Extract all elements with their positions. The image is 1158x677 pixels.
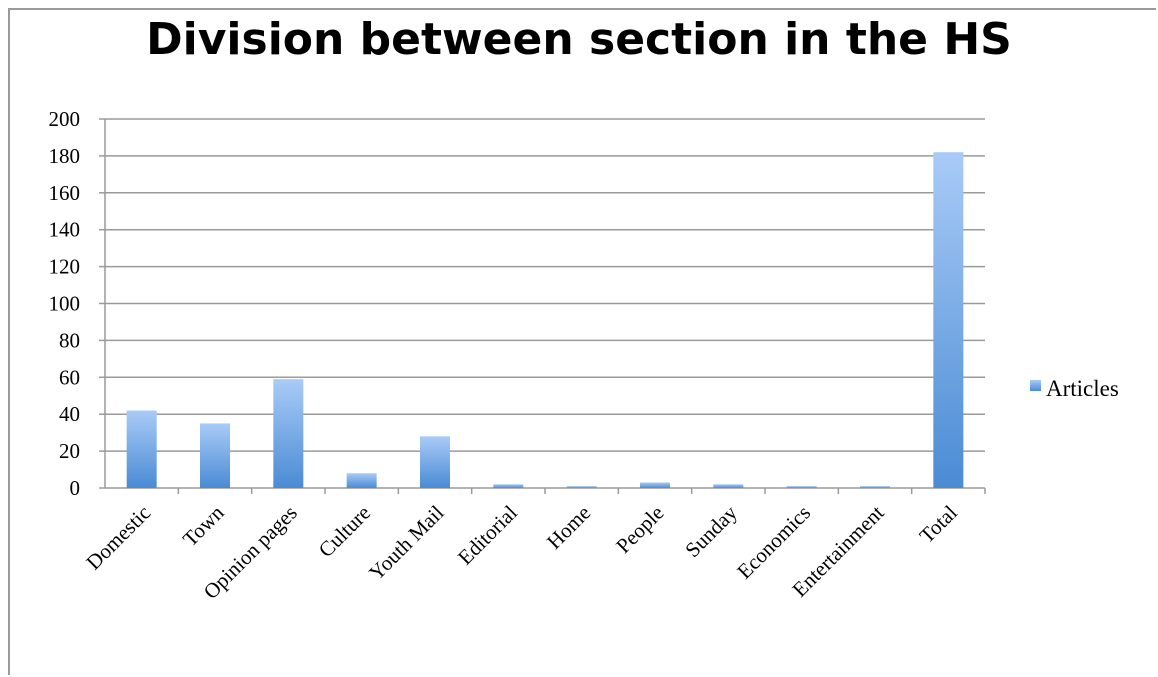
x-tick-label: Editorial xyxy=(453,500,522,569)
y-tick-label: 20 xyxy=(59,439,80,463)
legend-swatch xyxy=(1030,380,1041,391)
axes xyxy=(99,118,986,494)
y-tick-label: 120 xyxy=(49,255,81,279)
x-tick-label: Home xyxy=(542,501,595,554)
x-tick-label: Town xyxy=(178,500,229,551)
y-tick-label: 100 xyxy=(49,292,81,316)
y-tick-label: 180 xyxy=(49,144,81,168)
y-tick-label: 160 xyxy=(49,181,81,205)
y-tick-label: 0 xyxy=(70,476,81,500)
bar-youth-mail xyxy=(420,436,450,488)
bar-home xyxy=(566,486,597,488)
y-tick-label: 80 xyxy=(59,328,80,352)
gridlines xyxy=(105,118,985,452)
bar-culture xyxy=(346,473,377,488)
bar-total xyxy=(933,152,964,488)
bars xyxy=(126,152,964,488)
legend: Articles xyxy=(1030,376,1119,401)
legend-label: Articles xyxy=(1046,376,1119,401)
x-tick-label: People xyxy=(611,501,668,558)
x-tick-label: Domestic xyxy=(81,501,155,575)
x-tick-label: Total xyxy=(915,500,962,547)
x-tick-label: Youth Mail xyxy=(364,500,448,584)
y-tick-label: 60 xyxy=(59,365,80,389)
bar-economics xyxy=(786,486,817,488)
bar-sunday xyxy=(713,484,744,488)
y-tick-label: 200 xyxy=(49,107,81,131)
bar-editorial xyxy=(493,484,524,488)
bar-entertainment xyxy=(860,486,890,488)
bar-domestic xyxy=(126,410,157,488)
x-tick-label: Sunday xyxy=(680,500,742,562)
y-tick-label: 140 xyxy=(49,218,81,242)
bar-people xyxy=(640,482,670,488)
bar-town xyxy=(200,423,230,488)
x-tick-label: Culture xyxy=(314,501,376,563)
chart-title: Division between section in the HS xyxy=(146,14,1012,65)
bar-opinion-pages xyxy=(273,379,304,488)
y-tick-label: 40 xyxy=(59,402,80,426)
